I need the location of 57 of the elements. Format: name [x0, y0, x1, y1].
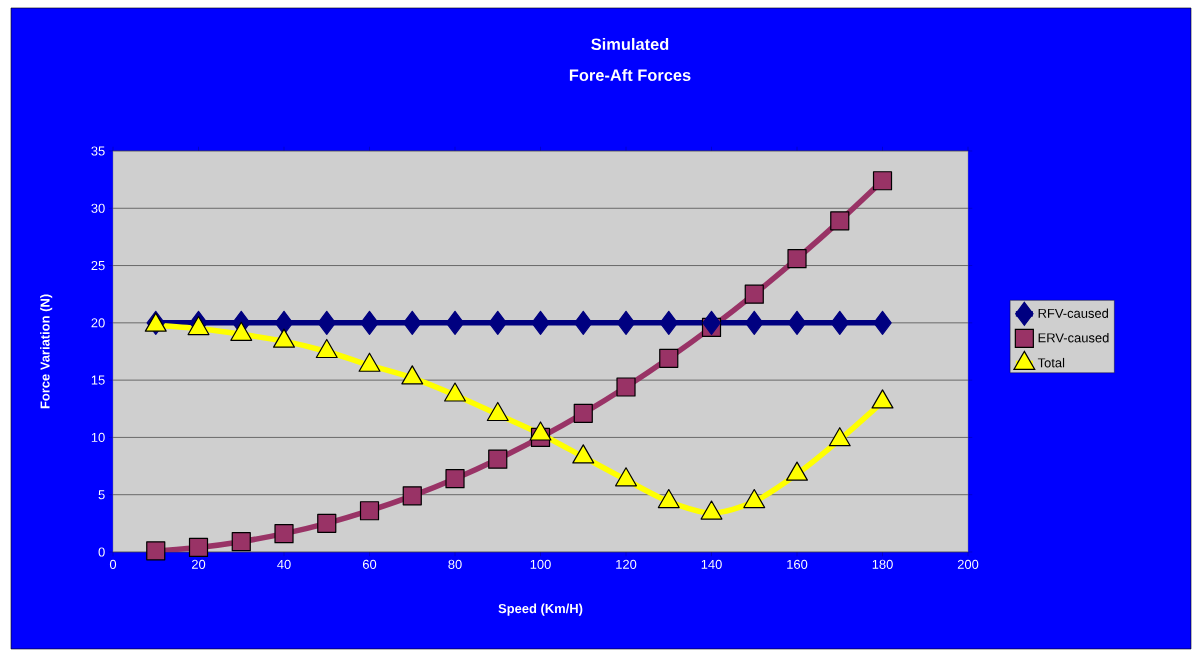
point [359, 501, 380, 521]
legend-label: Total [1037, 357, 1065, 368]
x-tick-label: 60 [362, 559, 377, 569]
legend-label: ERV-caused [1038, 332, 1109, 343]
point [787, 249, 807, 269]
point [830, 211, 850, 231]
legend-label: RFV-caused [1038, 308, 1109, 318]
y-axis-title: Force Variation (N) [40, 294, 53, 409]
x-tick-label: 140 [701, 559, 722, 569]
point [445, 469, 465, 489]
point [573, 403, 593, 423]
y-tick-label: 35 [91, 146, 105, 156]
point [659, 348, 679, 368]
point [616, 377, 636, 397]
point [872, 171, 893, 191]
point [702, 310, 721, 335]
x-tick-label: 160 [787, 559, 808, 569]
point [488, 310, 507, 335]
x-tick-label: 200 [957, 559, 979, 569]
point [317, 513, 337, 533]
point [659, 310, 678, 335]
y-tick-label: 20 [91, 318, 105, 328]
point [231, 532, 251, 552]
point [403, 310, 422, 335]
x-axis-title: Speed (Km/H) [498, 603, 583, 616]
point [531, 310, 550, 335]
point [616, 310, 636, 335]
point [445, 310, 465, 335]
chart-title: Simulated [591, 37, 669, 51]
x-tick-label: 120 [616, 559, 637, 569]
point [188, 537, 209, 557]
y-tick-label: 10 [91, 432, 105, 442]
y-tick-label: 30 [91, 203, 105, 213]
x-tick-label: 180 [872, 559, 893, 569]
point [830, 310, 849, 335]
x-tick-label: 20 [191, 559, 206, 569]
point [744, 284, 764, 304]
point [274, 310, 294, 335]
x-tick-label: 100 [530, 559, 551, 569]
point [317, 310, 336, 335]
point [745, 310, 764, 335]
point [488, 449, 508, 469]
y-tick-label: 15 [91, 375, 105, 385]
y-tick-label: 25 [91, 260, 105, 271]
point [146, 541, 166, 561]
point [873, 310, 892, 335]
y-tick-label: 0 [98, 547, 105, 557]
x-tick-label: 0 [109, 559, 117, 569]
point [274, 524, 294, 544]
point [402, 486, 422, 506]
x-tick-label: 40 [277, 559, 291, 569]
point [360, 310, 379, 335]
point [787, 310, 807, 335]
point [574, 310, 593, 335]
chart-subtitle: Fore-Aft Forces [569, 68, 691, 82]
x-tick-label: 80 [448, 559, 462, 569]
y-tick-label: 5 [98, 490, 105, 500]
